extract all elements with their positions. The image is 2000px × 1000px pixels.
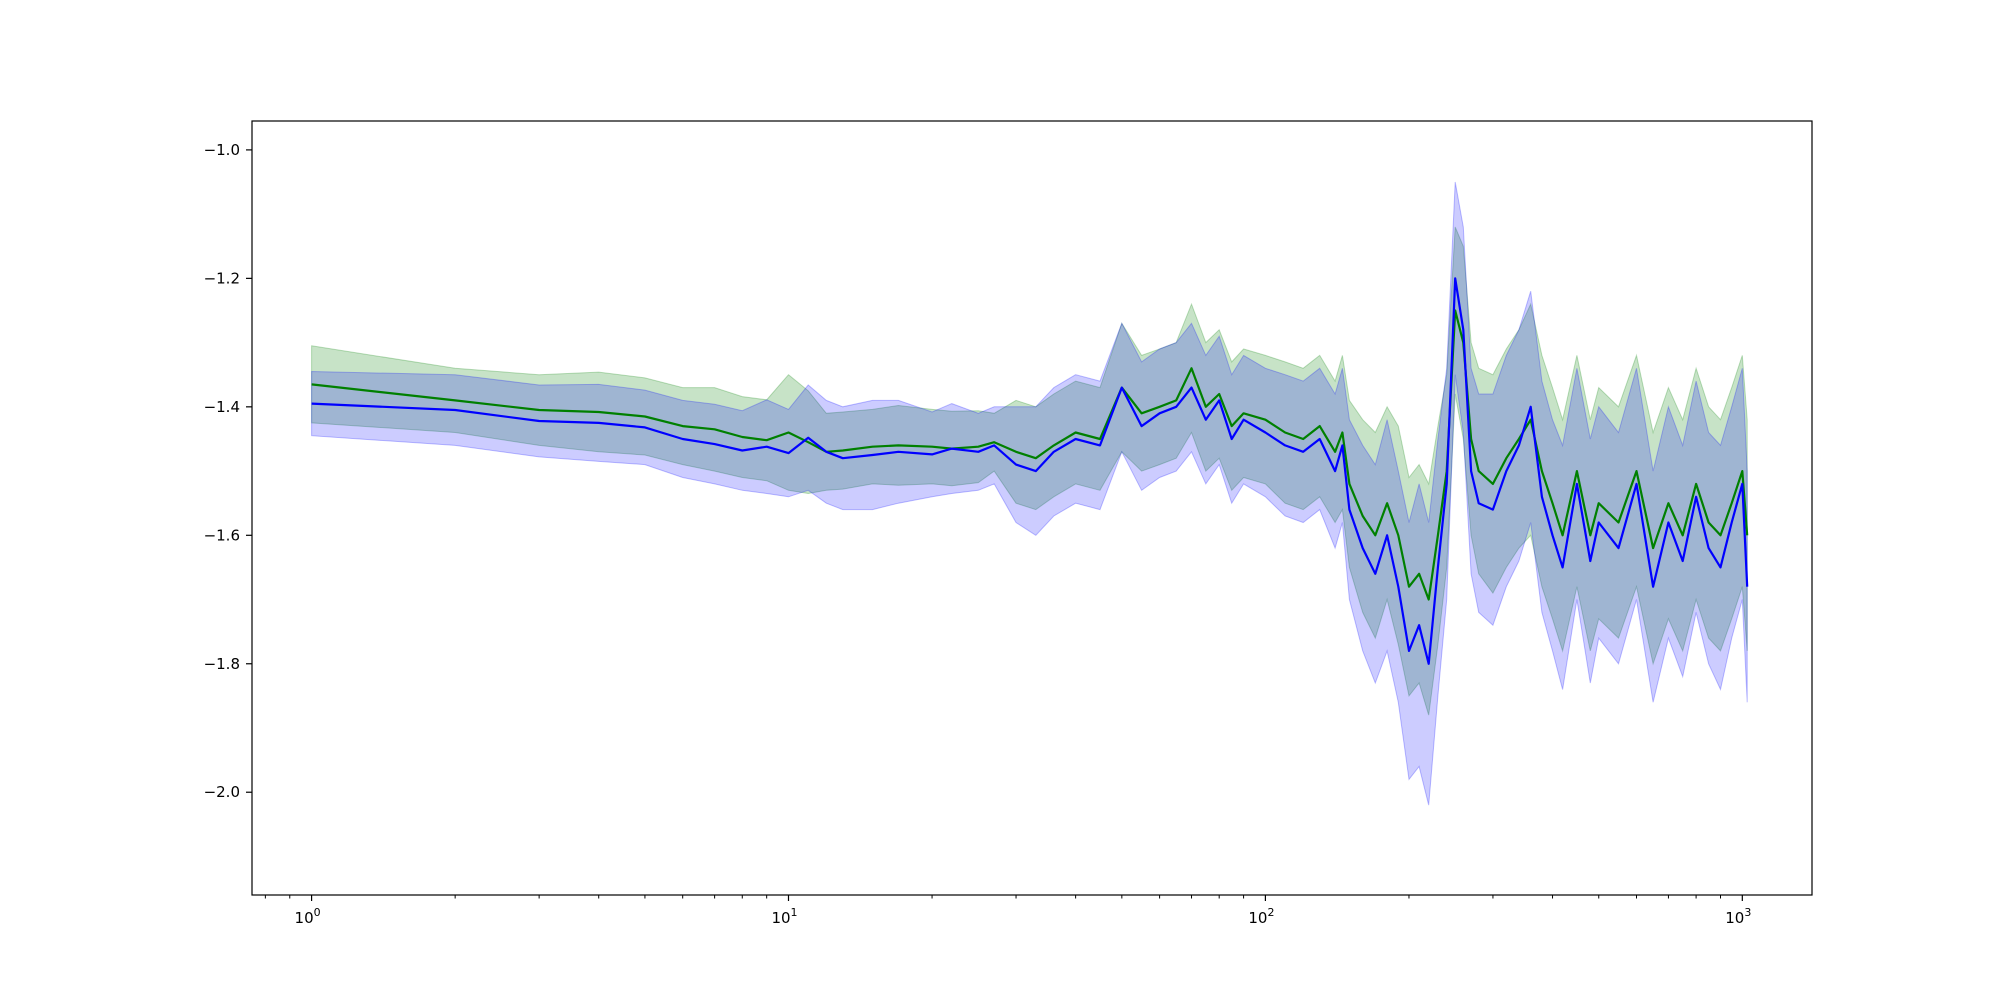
confidence-bands	[311, 181, 1748, 806]
y-tick-label: −1.0	[204, 141, 240, 159]
series-2-band	[311, 181, 1748, 806]
axis-tick-labels: −1.0 −1.2 −1.4 −1.6 −1.8 −2.0 100 101 102 103	[204, 141, 1752, 927]
y-tick-label: −1.6	[204, 526, 240, 544]
y-tick-label: −1.2	[204, 269, 240, 287]
plot-frame	[251, 120, 1813, 896]
series-1-band	[311, 226, 1748, 716]
series-2-line	[311, 277, 1749, 665]
y-tick-label: −1.4	[204, 398, 240, 416]
x-tick-label: 102	[1248, 906, 1274, 927]
y-tick-label: −2.0	[204, 783, 240, 801]
y-tick-label: −1.8	[204, 655, 240, 673]
x-tick-label: 100	[295, 906, 321, 927]
x-tick-label: 103	[1725, 906, 1751, 927]
x-tick-label: 101	[771, 906, 797, 927]
series-lines	[311, 277, 1749, 665]
series-1-line	[311, 309, 1749, 601]
